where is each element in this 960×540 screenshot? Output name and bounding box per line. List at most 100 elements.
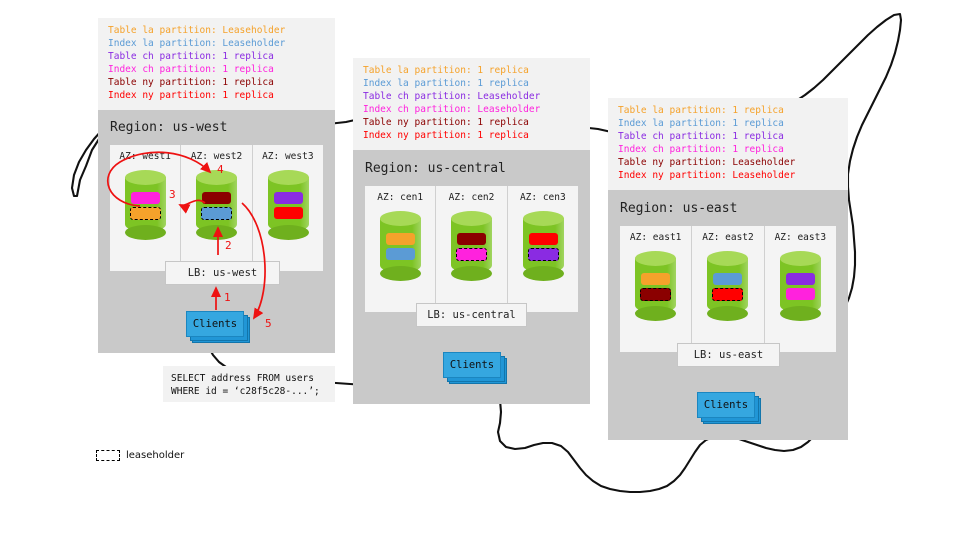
- leaseholder-key: leaseholder: [96, 450, 184, 461]
- cylinder-bottom: [125, 225, 166, 240]
- arrow-label-4: 4: [217, 163, 224, 176]
- db-cylinder-east2[interactable]: [707, 251, 749, 321]
- cylinder-bottom: [267, 225, 309, 240]
- replica-bar-table-la[interactable]: [386, 233, 415, 245]
- load-balancer-us-central[interactable]: LB: us-central: [416, 303, 527, 327]
- clients-label-box[interactable]: Clients: [186, 311, 244, 337]
- legend-line: Index la partition: 1 replica: [618, 118, 784, 130]
- replica-bar-table-ch-leaseholder[interactable]: [527, 248, 559, 261]
- replica-bar-table-ny[interactable]: [202, 192, 232, 204]
- legend-line: Index la partition: Leaseholder: [108, 38, 286, 50]
- cylinder-body: [125, 177, 167, 232]
- clients-us-central[interactable]: Clients: [443, 352, 511, 384]
- cylinder-body: [380, 218, 422, 273]
- replica-bar-table-ny-leaseholder[interactable]: [640, 288, 671, 301]
- az-strip-us-central: AZ: cen1 AZ: cen2 AZ: cen3: [365, 186, 578, 312]
- db-cylinder-west3[interactable]: [267, 170, 309, 240]
- legend-line: Index ch partition: 1 replica: [108, 64, 274, 76]
- az-cell-east1[interactable]: AZ: east1: [620, 226, 693, 352]
- region-title-us-west: Region: us-west: [110, 120, 228, 135]
- az-cell-cen1[interactable]: AZ: cen1: [365, 186, 437, 312]
- replica-bar-table-ch[interactable]: [273, 192, 303, 204]
- az-label: AZ: west1: [119, 151, 171, 162]
- az-cell-east3[interactable]: AZ: east3: [765, 226, 836, 352]
- dashed-rect-icon: [96, 450, 120, 461]
- db-cylinder-cen3[interactable]: [522, 211, 564, 281]
- az-cell-cen2[interactable]: AZ: cen2: [436, 186, 508, 312]
- clients-us-west[interactable]: Clients: [186, 311, 254, 343]
- cylinder-body: [779, 258, 821, 313]
- replica-bar-index-ch[interactable]: [785, 288, 815, 300]
- legend-line: Table ch partition: 1 replica: [108, 51, 274, 63]
- cylinder-bottom: [196, 225, 238, 240]
- clients-label-box[interactable]: Clients: [443, 352, 501, 378]
- legend-line: Table ny partition: 1 replica: [363, 117, 529, 129]
- db-cylinder-cen2[interactable]: [451, 211, 493, 281]
- az-cell-cen3[interactable]: AZ: cen3: [508, 186, 578, 312]
- db-cylinder-east3[interactable]: [779, 251, 821, 321]
- sql-line-1: SELECT address FROM users: [171, 373, 314, 384]
- az-label: AZ: west3: [262, 151, 314, 162]
- legend-line: Index ch partition: 1 replica: [618, 144, 784, 156]
- replica-bar-index-la[interactable]: [713, 273, 743, 285]
- az-label: AZ: east2: [702, 232, 754, 243]
- legend-line: Index la partition: 1 replica: [363, 78, 529, 90]
- legend-panel-us-east: Table la partition: 1 replica Index la p…: [608, 98, 848, 190]
- az-cell-west3[interactable]: AZ: west3: [253, 145, 323, 271]
- db-cylinder-west2[interactable]: [196, 170, 238, 240]
- cylinder-body: [522, 218, 564, 273]
- legend-line: Table ny partition: 1 replica: [108, 77, 274, 89]
- arrow-label-1: 1: [224, 291, 231, 304]
- arrow-label-5: 5: [265, 317, 272, 330]
- cylinder-bottom: [779, 306, 821, 321]
- legend-line: Table ch partition: 1 replica: [618, 131, 784, 143]
- region-title-us-east: Region: us-east: [620, 201, 738, 216]
- db-cylinder-cen1[interactable]: [380, 211, 422, 281]
- replica-bar-table-ch[interactable]: [785, 273, 815, 285]
- db-cylinder-east1[interactable]: [635, 251, 677, 321]
- replica-bar-table-ny[interactable]: [457, 233, 487, 245]
- load-balancer-us-east[interactable]: LB: us-east: [677, 343, 780, 367]
- load-balancer-us-west[interactable]: LB: us-west: [165, 261, 280, 285]
- cylinder-top: [267, 170, 309, 185]
- sql-line-2: WHERE id = ‘c28f5c28-...’;: [171, 386, 320, 397]
- az-label: AZ: east1: [629, 232, 682, 243]
- az-label: AZ: east3: [774, 232, 827, 243]
- cylinder-body: [707, 258, 749, 313]
- legend-line: Index ny partition: 1 replica: [363, 130, 529, 142]
- replica-bar-index-ny-leaseholder[interactable]: [712, 288, 744, 301]
- cylinder-body: [267, 177, 309, 232]
- cylinder-bottom: [707, 306, 749, 321]
- az-label: AZ: west2: [190, 151, 243, 162]
- replica-bar-index-la[interactable]: [386, 248, 415, 260]
- replica-bar-index-ch[interactable]: [131, 192, 160, 204]
- replica-bar-index-ny[interactable]: [273, 207, 303, 219]
- replica-bar-index-ny[interactable]: [528, 233, 558, 245]
- legend-panel-us-central: Table la partition: 1 replica Index la p…: [353, 58, 590, 150]
- clients-label-box[interactable]: Clients: [697, 392, 755, 418]
- cylinder-top: [779, 251, 821, 266]
- leaseholder-key-label: leaseholder: [126, 450, 185, 461]
- replica-bar-index-ch-leaseholder[interactable]: [456, 248, 488, 261]
- cylinder-top: [451, 211, 493, 226]
- cylinder-top: [125, 170, 166, 185]
- replica-bar-index-la-leaseholder[interactable]: [201, 207, 233, 220]
- db-cylinder-west1[interactable]: [125, 170, 167, 240]
- cylinder-top: [635, 251, 676, 266]
- az-cell-west2[interactable]: AZ: west2: [181, 145, 253, 271]
- legend-line: Table ch partition: Leaseholder: [363, 91, 541, 103]
- cylinder-body: [196, 177, 238, 232]
- replica-bar-table-la[interactable]: [641, 273, 670, 285]
- clients-us-east[interactable]: Clients: [697, 392, 765, 424]
- legend-line: Table la partition: Leaseholder: [108, 25, 286, 36]
- legend-line: Index ny partition: Leaseholder: [618, 170, 796, 182]
- az-label: AZ: cen2: [448, 192, 495, 203]
- arrow-label-3: 3: [169, 188, 176, 201]
- az-label: AZ: cen3: [519, 192, 566, 203]
- az-cell-west1[interactable]: AZ: west1: [110, 145, 182, 271]
- cylinder-body: [451, 218, 493, 273]
- az-cell-east2[interactable]: AZ: east2: [692, 226, 765, 352]
- replica-bar-table-la-leaseholder[interactable]: [130, 207, 161, 220]
- cylinder-body: [635, 258, 677, 313]
